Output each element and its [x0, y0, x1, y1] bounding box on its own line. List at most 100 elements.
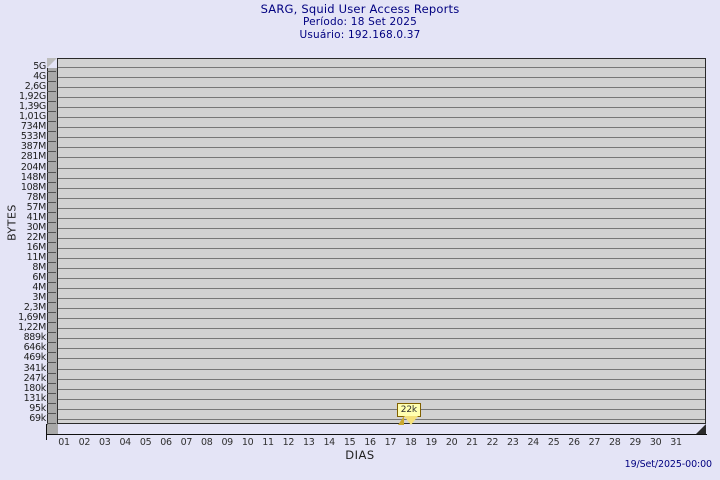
- y-axis-tick-label: 734M: [20, 121, 46, 133]
- gridline: [58, 398, 705, 400]
- y-axis-tick-mark: [47, 251, 56, 253]
- gridline: [58, 268, 705, 269]
- y-axis-tick-label: 646k: [23, 342, 47, 354]
- y-axis-tick-mark: [47, 221, 56, 223]
- x-axis-tick-label: 21: [466, 437, 478, 448]
- y-axis-tick-label: 469k: [23, 352, 47, 364]
- x-axis-tick-label: 14: [323, 437, 335, 448]
- y-axis-tick-label: 3M: [32, 292, 46, 304]
- data-point-label: 22k: [396, 403, 421, 417]
- y-axis-tick-mark: [47, 412, 56, 414]
- y-axis-tick-mark: [47, 362, 56, 364]
- y-axis-tick-label: 4M: [32, 282, 46, 294]
- y-axis-tick-mark: [47, 191, 56, 193]
- y-axis-tick-label: 204M: [20, 161, 46, 173]
- y-axis-tick-label: 180k: [23, 382, 47, 394]
- x-axis-tick-label: 01: [58, 437, 70, 448]
- y-axis-tick-mark: [47, 71, 56, 72]
- plot-face: [57, 58, 706, 424]
- y-axis-tick-mark: [47, 392, 56, 394]
- y-axis-tick-mark: [47, 322, 56, 324]
- x-axis-line: [46, 434, 707, 435]
- y-axis-tick-mark: [47, 352, 56, 354]
- gridline: [58, 318, 705, 320]
- x-axis-tick-label: 15: [343, 437, 356, 448]
- generation-timestamp: 19/Set/2025-00:00: [624, 459, 712, 470]
- data-point-marker-side: [397, 416, 404, 425]
- y-axis-tick-label: 148M: [20, 171, 46, 183]
- chart-title-block: SARG, Squid User Access Reports Período:…: [0, 3, 720, 42]
- y-axis-title: BYTES: [5, 204, 19, 241]
- gridline: [58, 308, 705, 310]
- gridline: [58, 378, 705, 380]
- gridline: [58, 348, 705, 350]
- y-axis-tick-label: 95k: [29, 402, 46, 414]
- y-axis-tick-mark: [47, 332, 56, 334]
- x-axis-tick-label: 09: [221, 437, 233, 448]
- y-axis-tick-label: 41M: [26, 211, 47, 223]
- x-axis-tick-label: 05: [139, 437, 152, 448]
- x-axis-tick-label: 07: [180, 437, 193, 448]
- gridline: [58, 137, 705, 139]
- gridline: [58, 107, 705, 109]
- y-axis-tick-mark: [47, 201, 56, 203]
- y-axis-tick-mark: [47, 231, 56, 233]
- gridline: [58, 338, 705, 340]
- y-axis-tick-mark: [47, 151, 56, 153]
- y-axis-tick-label: 69k: [29, 412, 46, 424]
- y-axis-tick-label: 108M: [20, 181, 46, 193]
- y-axis-tick-mark: [47, 81, 56, 83]
- y-axis-tick-label: 131k: [23, 392, 47, 404]
- gridline: [58, 298, 705, 300]
- y-axis-tick-mark: [47, 131, 56, 133]
- x-axis-tick-label: 20: [445, 437, 458, 448]
- x-axis-tick-label: 22: [486, 437, 499, 448]
- y-axis-line: [46, 424, 47, 440]
- y-axis-tick-label: 341k: [23, 362, 47, 374]
- x-axis-tick-label: 06: [160, 437, 172, 448]
- y-axis-tick-labels: 5G 4G 2,6G 1,92G 1,39G 1,01G 734M 533M 387M 281M 2…: [0, 0, 46, 480]
- y-axis-tick-mark: [47, 292, 56, 294]
- x-axis-tick-label: 29: [629, 437, 641, 448]
- y-axis-tick-mark: [47, 282, 56, 284]
- y-axis-tick-label: 78M: [26, 191, 47, 203]
- gridline: [58, 288, 705, 290]
- y-axis-tick-label: 8M: [32, 262, 46, 273]
- plot-floor-left-corner: [47, 424, 58, 435]
- y-axis-tick-mark: [47, 91, 56, 93]
- gridline: [58, 67, 705, 68]
- x-axis-tick-label: 08: [201, 437, 213, 448]
- report-period: Período: 18 Set 2025: [302, 16, 418, 28]
- y-axis-tick-label: 247k: [23, 372, 47, 384]
- gridline: [58, 197, 705, 199]
- y-axis-tick-label: 30M: [26, 221, 47, 233]
- y-axis-tick-mark: [47, 422, 56, 424]
- y-axis-tick-label: 1,92G: [18, 91, 46, 103]
- y-axis-tick-mark: [47, 261, 56, 263]
- y-axis-tick-label: 16M: [26, 241, 47, 253]
- gridline: [58, 127, 705, 129]
- x-axis-tick-label: 30: [649, 437, 662, 448]
- y-axis-tick-label: 57M: [26, 201, 47, 213]
- x-axis-tick-label: 12: [282, 437, 295, 448]
- y-axis-tick-mark: [47, 302, 56, 304]
- y-axis-tick-mark: [47, 342, 56, 344]
- plot-floor-right-corner: [695, 424, 707, 436]
- y-axis-tick-mark: [47, 372, 56, 374]
- y-axis-tick-label: 11M: [26, 251, 47, 263]
- gridline: [58, 257, 705, 259]
- gridline: [58, 147, 705, 149]
- gridline: [58, 237, 705, 239]
- y-axis-tick-label: 2,3M: [23, 302, 46, 314]
- gridline: [58, 278, 705, 280]
- data-point-marker: [403, 416, 418, 425]
- x-axis-tick-label: 10: [241, 437, 254, 448]
- gridline: [58, 247, 705, 249]
- y-axis-tick-label: 4G: [33, 71, 46, 83]
- x-axis-tick-label: 19: [425, 437, 437, 448]
- gridline: [58, 227, 705, 229]
- gridline: [58, 187, 705, 189]
- y-axis-tick-mark: [47, 382, 56, 384]
